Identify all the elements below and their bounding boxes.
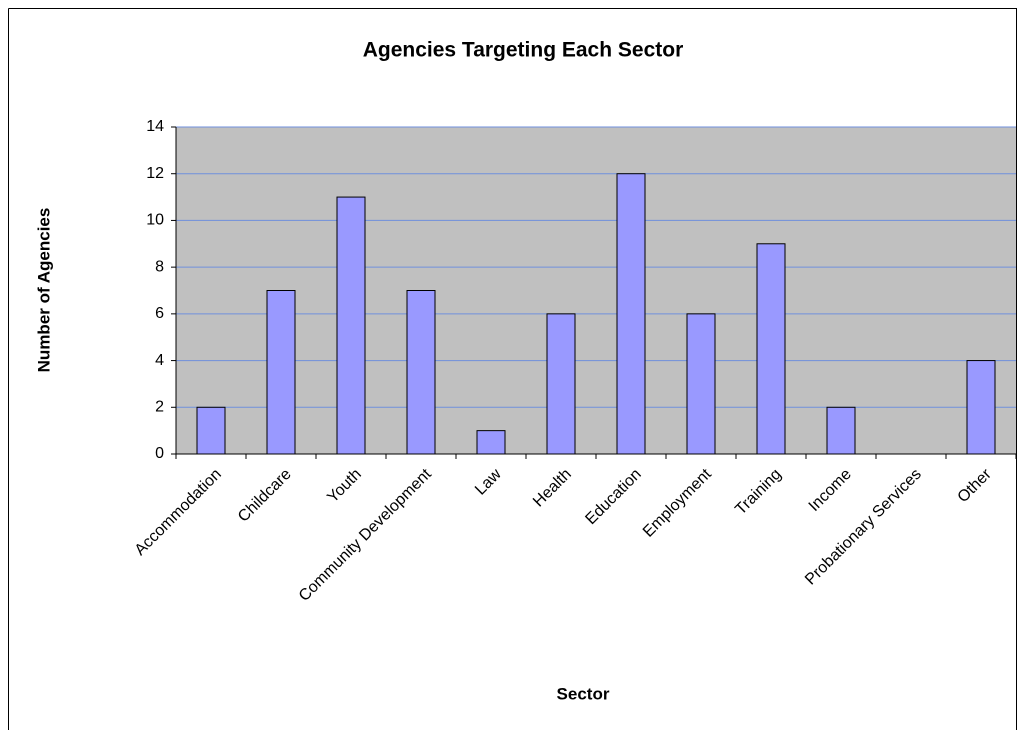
x-tick-label: Childcare	[235, 466, 295, 526]
bar	[406, 290, 436, 455]
bar	[196, 406, 226, 455]
plot-area	[176, 127, 1016, 454]
y-tick-label: 14	[146, 118, 164, 135]
bar	[546, 313, 576, 455]
y-tick-label: 10	[146, 212, 164, 229]
x-tick-label: Probationary Services	[802, 466, 925, 589]
y-axis-title: Number of Agencies	[34, 208, 53, 373]
bar	[966, 360, 996, 455]
x-tick-label: Health	[530, 466, 575, 511]
x-tick-label: Community Development	[296, 465, 435, 604]
bar	[686, 313, 716, 455]
y-tick-label: 2	[155, 399, 164, 416]
y-tick-label: 6	[155, 305, 164, 322]
bar	[336, 196, 366, 455]
bar	[616, 173, 646, 455]
x-tick-label: Other	[954, 465, 995, 506]
bar	[756, 243, 786, 455]
x-tick-label: Training	[732, 466, 784, 518]
y-tick-label: 4	[155, 352, 164, 369]
y-tick-label: 12	[146, 165, 164, 182]
x-tick-label: Income	[806, 466, 855, 515]
x-axis-title: Sector	[557, 684, 610, 703]
y-tick-label: 8	[155, 258, 164, 275]
bar	[826, 406, 856, 455]
bar	[266, 290, 296, 455]
x-tick-label: Youth	[324, 466, 365, 507]
bar	[476, 430, 506, 455]
x-tick-label: Employment	[640, 465, 715, 540]
x-tick-label: Law	[472, 465, 505, 498]
x-tick-label: Accommodation	[132, 466, 225, 559]
x-tick-label: Education	[582, 466, 644, 528]
y-tick-label: 0	[155, 445, 164, 462]
chart-title: Agencies Targeting Each Sector	[363, 39, 684, 62]
